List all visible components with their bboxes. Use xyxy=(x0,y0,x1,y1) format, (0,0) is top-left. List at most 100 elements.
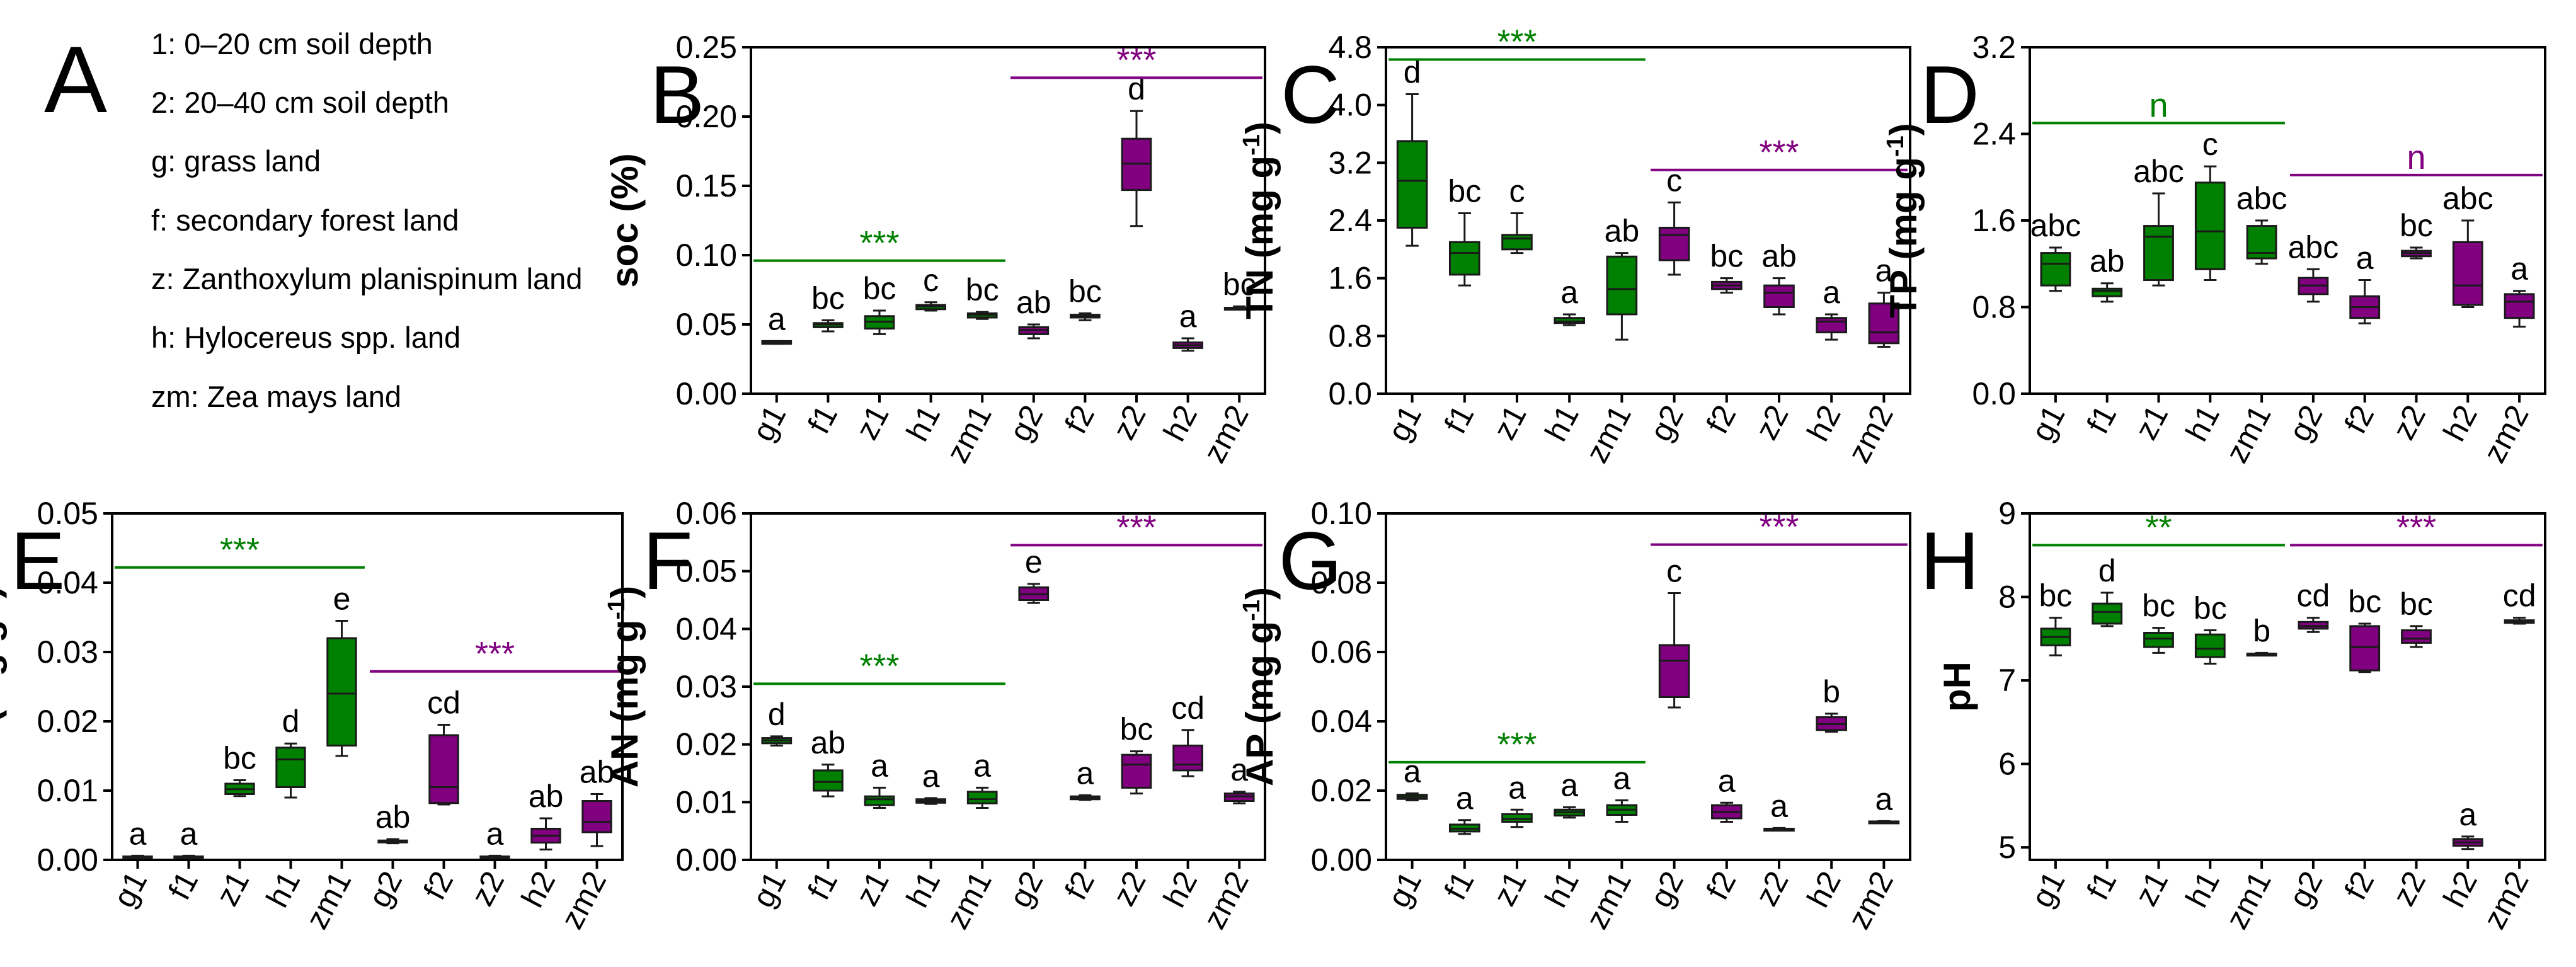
x-tick-label: zm2 xyxy=(1196,399,1256,469)
plot-frame xyxy=(2029,512,2546,861)
significance-letter: cd xyxy=(2503,578,2536,614)
plot-frame xyxy=(750,46,1266,395)
plot-frame xyxy=(111,512,624,861)
y-tick-label: 0.00 xyxy=(37,842,98,878)
box-zm1: a xyxy=(1606,760,1638,823)
box-z1: abc xyxy=(2133,154,2184,287)
legend-line-zanthoxylum: z: Zanthoxylum planispinum land xyxy=(151,262,583,295)
panel-f: F 0.00 0.01 0.02 0.03 0.04 0.05 0.06 AN (mg g-1)… xyxy=(604,496,1266,935)
box-g2: cd xyxy=(2296,578,2330,633)
box-g1: d xyxy=(1396,54,1428,247)
x-tick-label: f2 xyxy=(1699,399,1743,439)
y-tick-label: 9 xyxy=(1998,496,2016,531)
significance-letter: bc xyxy=(1120,712,1153,747)
box-iqr xyxy=(1449,241,1480,276)
box-iqr xyxy=(1868,302,1900,345)
box-zm2: a xyxy=(2504,251,2535,328)
group-significance-label: *** xyxy=(859,647,899,685)
y-tick-label: 1.6 xyxy=(1328,261,1372,296)
x-tick-label: z1 xyxy=(209,866,256,912)
plot-frame xyxy=(750,512,1266,861)
box-g2: ab xyxy=(375,799,410,845)
legend-line-depth2: 2: 20–40 cm soil depth xyxy=(151,86,449,119)
significance-letter: a xyxy=(922,758,940,794)
significance-letter: ab xyxy=(529,779,564,814)
y-axis-label: NN (mg g-1) xyxy=(0,586,7,787)
x-tick-label: f1 xyxy=(801,866,844,905)
x-tick-label: z1 xyxy=(1486,866,1533,912)
significance-letter: abc xyxy=(2030,208,2081,243)
box-zm1: e xyxy=(326,581,357,757)
panel-letter: D xyxy=(1920,49,1979,140)
significance-letter: ab xyxy=(1605,214,1640,249)
group-significance-label: *** xyxy=(1116,508,1156,546)
x-tick-label: z1 xyxy=(849,399,895,445)
significance-letter: e xyxy=(333,581,351,617)
y-tick-label: 0.05 xyxy=(676,554,737,589)
box-zm1: b xyxy=(2246,613,2277,657)
x-tick-label: f2 xyxy=(2337,399,2381,439)
box-iqr xyxy=(1554,317,1585,324)
x-tick-label: h2 xyxy=(2436,399,2484,447)
significance-letter: c xyxy=(1509,174,1525,209)
significance-letter: a xyxy=(1875,781,1892,816)
y-tick-label: 8 xyxy=(1998,580,2016,615)
box-z1: c xyxy=(1501,174,1533,255)
box-f2: a xyxy=(1070,755,1101,801)
box-z1: bc xyxy=(2142,588,2175,654)
y-tick-label: 0.04 xyxy=(676,611,737,646)
significance-letter: a xyxy=(1076,755,1094,791)
significance-letter: ab xyxy=(2090,244,2125,279)
significance-letter: c xyxy=(2202,127,2218,162)
significance-letter: a xyxy=(1560,767,1578,803)
box-g1: a xyxy=(122,816,153,859)
significance-letter: bc xyxy=(1710,239,1743,274)
box-f2: bc xyxy=(1068,273,1102,321)
box-iqr xyxy=(1763,284,1795,308)
x-tick-label: z1 xyxy=(2128,866,2175,912)
significance-letter: d xyxy=(768,697,786,732)
box-h2: ab xyxy=(529,779,564,850)
x-tick-label: z1 xyxy=(1486,399,1533,445)
box-iqr xyxy=(2092,602,2123,625)
box-iqr xyxy=(2040,252,2071,287)
box-f1: ab xyxy=(811,725,845,798)
panel-e: E 0.00 0.01 0.02 0.03 0.04 0.05 NN (mg g-1) g1f1… xyxy=(0,496,624,935)
panel-letter: C xyxy=(1281,49,1340,140)
panel-letter: G xyxy=(1278,515,1342,607)
x-tick-label: z2 xyxy=(1748,399,1795,445)
panel-b: B 0.00 0.05 0.10 0.15 0.20 0.25 soc (%) g1 f1 z1 h1… xyxy=(604,30,1266,469)
group-significance-label: *** xyxy=(1116,41,1156,79)
box-iqr xyxy=(581,800,612,833)
significance-letter: a xyxy=(1179,299,1197,334)
significance-letter: bc xyxy=(2194,591,2227,626)
x-tick-label: g2 xyxy=(2282,399,2330,447)
x-tick-label: h2 xyxy=(1800,866,1848,913)
group-significance-label: *** xyxy=(859,224,899,262)
x-tick-label: h1 xyxy=(2178,399,2226,447)
y-axis-label: AP (mg g-1) xyxy=(1239,587,1281,786)
box-zm2: bc xyxy=(1223,266,1256,311)
panel-letter: H xyxy=(1920,515,1979,607)
significance-letter: bc xyxy=(2400,586,2433,622)
significance-letter: a xyxy=(1718,763,1736,798)
x-tick-label: g2 xyxy=(2282,866,2330,913)
y-tick-label: 0.10 xyxy=(676,237,737,273)
y-axis-label: soc (%) xyxy=(604,153,646,287)
panel-letter: B xyxy=(650,49,705,140)
significance-letter: a xyxy=(973,748,991,783)
x-tick-label: g2 xyxy=(1643,866,1691,913)
y-axis-label: TP (mg g-1) xyxy=(1882,123,1925,318)
x-tick-label: h1 xyxy=(1538,866,1586,913)
box-f1: d xyxy=(2092,553,2123,627)
x-tick-label: zm1 xyxy=(1579,866,1638,935)
box-h1: bc xyxy=(2194,591,2227,665)
x-tick-label: h2 xyxy=(1157,399,1205,447)
x-tick-label: g1 xyxy=(745,399,793,447)
box-h1: a xyxy=(1554,767,1585,819)
x-tick-label: zm2 xyxy=(2476,866,2536,935)
box-g2: ab xyxy=(1016,285,1051,340)
box-f1: ab xyxy=(2090,244,2125,303)
